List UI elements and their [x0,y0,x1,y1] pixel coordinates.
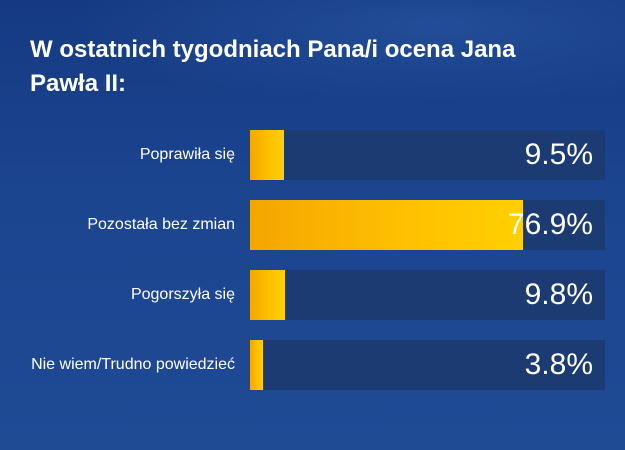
value-label: 9.5% [524,138,593,171]
value-label: 9.8% [524,278,593,311]
bar-row: Poprawiła się 9.5% [0,130,625,180]
bar-track: 3.8% [250,340,605,390]
category-label: Pogorszyła się [130,286,235,303]
bar-track: 9.5% [250,130,605,180]
bar [250,270,285,320]
bar [250,200,523,250]
value-label: 3.8% [524,348,593,381]
chart-title: W ostatnich tygodniach Pana/i ocena Jana… [30,36,516,97]
category-label: Pozostała bez zmian [87,216,235,233]
bar-track: 9.8% [250,270,605,320]
category-label: Poprawiła się [139,146,235,163]
bar [250,340,264,390]
bar-row: Pozostała bez zmian 76.9% [0,200,625,250]
bar [250,130,284,180]
value-label: 76.9% [507,208,593,241]
bar-row: Pogorszyła się 9.8% [0,270,625,320]
bar-track: 76.9% [250,200,605,250]
category-label: Nie wiem/Trudno powiedzieć [31,356,235,373]
bar-row: Nie wiem/Trudno powiedzieć 3.8% [0,340,625,390]
